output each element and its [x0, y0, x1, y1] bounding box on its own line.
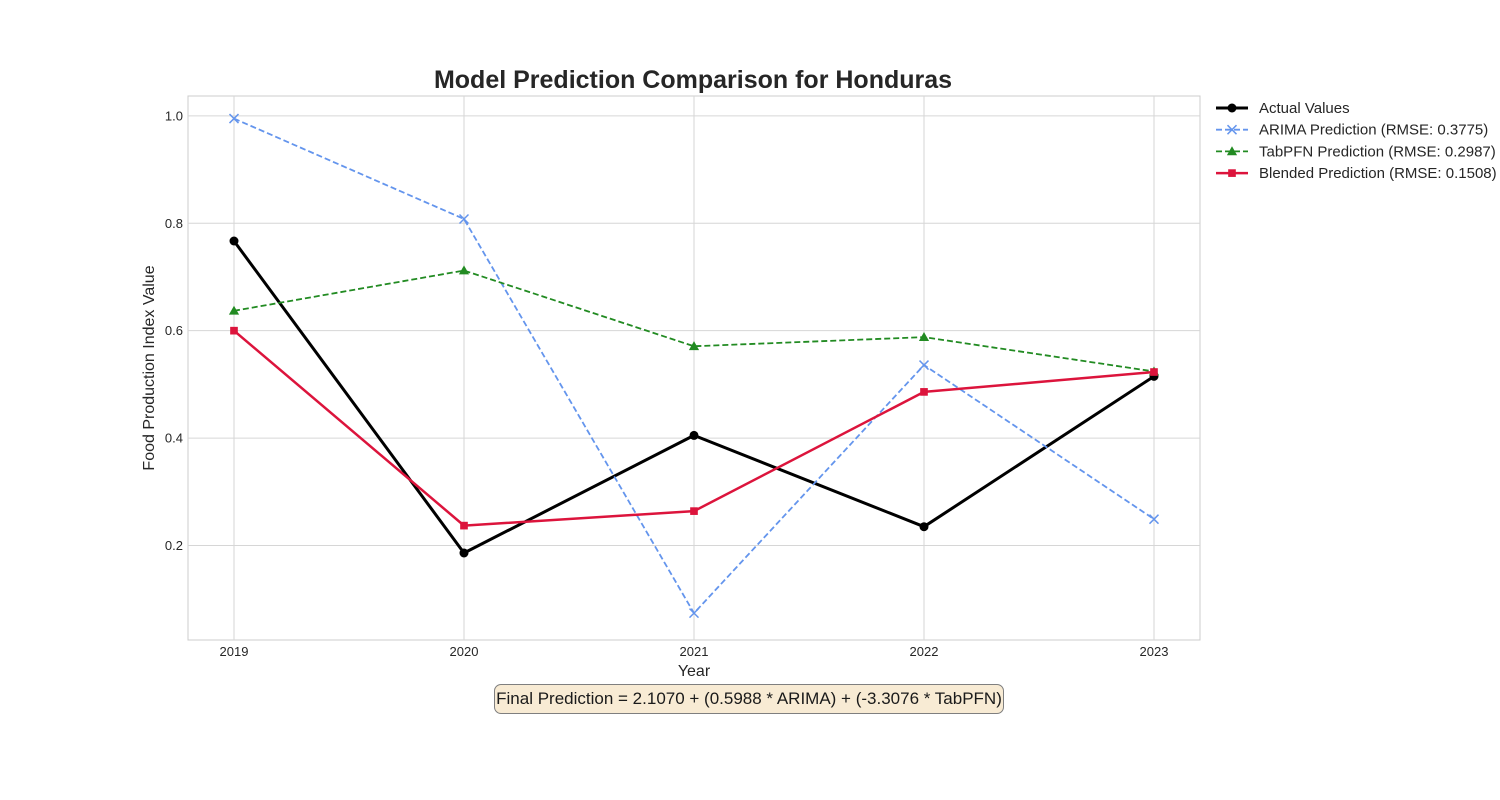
y-axis-label: Food Production Index Value — [141, 265, 158, 470]
y-tick-label: 1.0 — [165, 108, 183, 123]
series-line — [233, 269, 1155, 373]
data-point — [689, 430, 699, 440]
y-tick-label: 0.2 — [165, 538, 183, 553]
data-point — [1228, 169, 1236, 177]
legend-label: Blended Prediction (RMSE: 0.1508) — [1259, 165, 1497, 182]
data-point — [458, 265, 470, 275]
data-point — [458, 213, 470, 225]
x-axis-ticks: 2019 2020 2021 2022 2023 — [220, 644, 1169, 659]
data-point — [690, 507, 698, 515]
data-point — [229, 236, 239, 246]
x-tick-label: 2019 — [220, 644, 249, 659]
legend-label: Actual Values — [1259, 100, 1350, 117]
data-point — [460, 521, 468, 530]
data-point — [918, 360, 930, 371]
chart-title: Model Prediction Comparison for Honduras — [434, 66, 952, 94]
legend-label: TabPFN Prediction (RMSE: 0.2987) — [1259, 143, 1496, 160]
x-tick-label: 2021 — [680, 644, 709, 659]
data-point — [1150, 368, 1158, 376]
data-point — [228, 305, 240, 315]
x-tick-label: 2020 — [450, 644, 479, 659]
data-point — [918, 332, 930, 341]
legend-label: ARIMA Prediction (RMSE: 0.3775) — [1259, 122, 1488, 139]
data-point — [228, 113, 240, 124]
y-tick-label: 0.4 — [165, 431, 183, 446]
data-point — [1148, 514, 1160, 525]
data-point — [688, 341, 700, 351]
x-tick-label: 2023 — [1140, 644, 1169, 659]
data-point — [459, 548, 469, 558]
data-point — [1227, 103, 1237, 113]
y-tick-label: 0.8 — [165, 216, 183, 231]
data-point — [919, 522, 929, 532]
final-prediction-formula: Final Prediction = 2.1070 + (0.5988 * AR… — [494, 684, 1004, 714]
legend-item: TabPFN Prediction (RMSE: 0.2987) — [1216, 143, 1496, 160]
data-point — [920, 388, 928, 396]
x-tick-label: 2022 — [910, 644, 939, 659]
grid — [188, 96, 1200, 640]
data-point — [688, 608, 700, 619]
data-point — [1226, 124, 1238, 135]
series-4 — [230, 326, 1158, 530]
legend-item: Blended Prediction (RMSE: 0.1508) — [1216, 165, 1497, 182]
legend-item: Actual Values — [1216, 100, 1350, 117]
x-axis-label: Year — [678, 663, 711, 680]
series-group — [228, 113, 1160, 619]
data-point — [230, 326, 238, 335]
data-point — [1226, 146, 1238, 156]
series-2 — [228, 113, 1160, 619]
legend: Actual Values ARIMA Prediction (RMSE: 0.3… — [1216, 100, 1497, 182]
legend-item: ARIMA Prediction (RMSE: 0.3775) — [1216, 122, 1488, 139]
y-axis-ticks: 0.2 0.4 0.6 0.8 1.0 — [165, 108, 183, 553]
y-tick-label: 0.6 — [165, 323, 183, 338]
